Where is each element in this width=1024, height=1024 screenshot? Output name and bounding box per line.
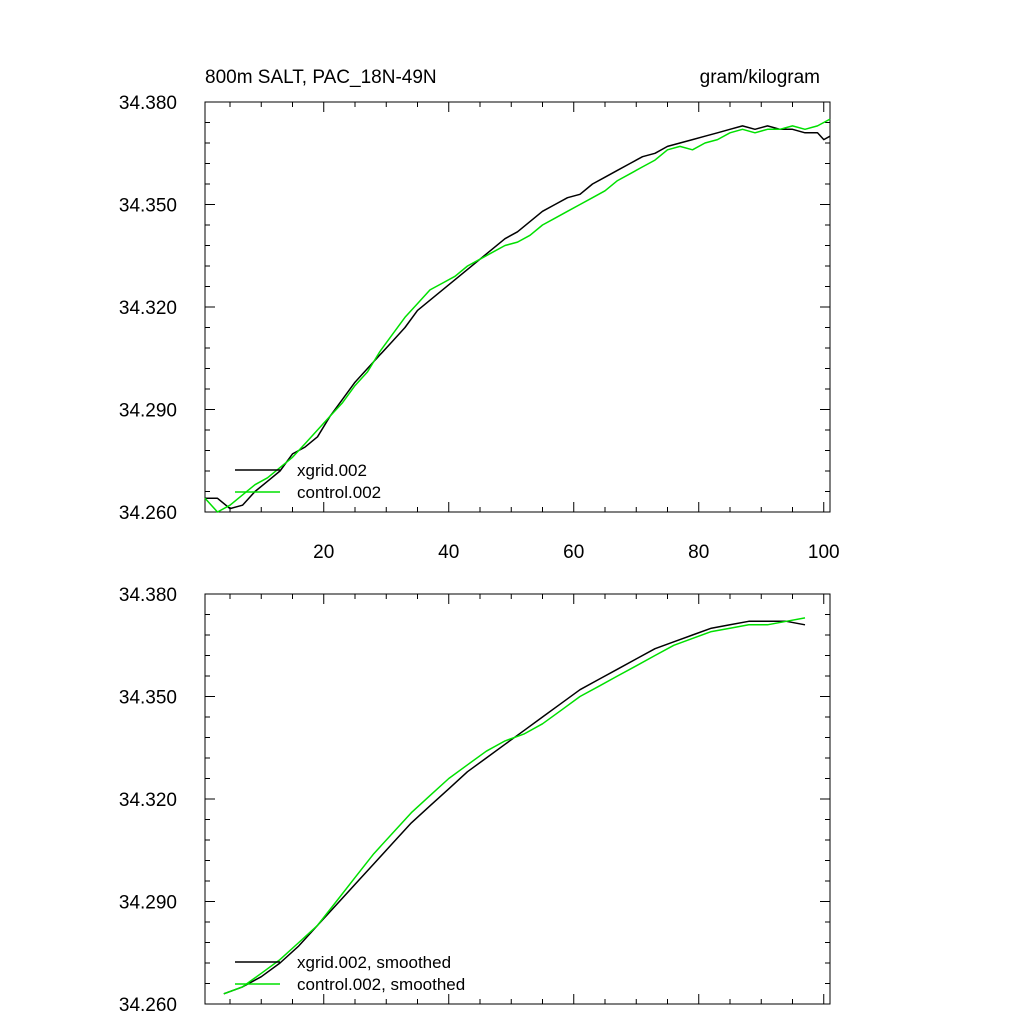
y-tick-label: 34.350	[119, 196, 177, 217]
y-tick-label: 34.320	[119, 298, 177, 319]
series-line-control	[223, 617, 806, 995]
series-line-xgrid	[205, 125, 831, 510]
y-tick-label: 34.320	[119, 790, 177, 811]
series-line-control	[204, 118, 831, 513]
y-tick-label: 34.380	[119, 585, 177, 606]
x-tick-label: 20	[313, 542, 334, 563]
x-tick-label: 80	[688, 542, 709, 563]
x-tick-label: 60	[563, 542, 584, 563]
legend-label-xgrid: xgrid.002	[297, 461, 367, 480]
chart-panel-raw: 34.260 34.290 34.320 34.350 34.380 20 40 60 80 10…	[119, 93, 840, 563]
y-tick-label: 34.260	[119, 995, 177, 1016]
chart-panel-smoothed: 34.260 34.290 34.320 34.350 34.380 xgrid.002,…	[119, 585, 831, 1016]
legend-label-control: control.002, smoothed	[297, 975, 465, 994]
y-tick-label: 34.260	[119, 503, 177, 524]
legend-label-xgrid: xgrid.002, smoothed	[297, 953, 451, 972]
y-tick-label: 34.290	[119, 401, 177, 422]
series-line-xgrid	[223, 620, 806, 995]
y-tick-label: 34.380	[119, 93, 177, 114]
legend-label-control: control.002	[297, 483, 381, 502]
figure-title: 800m SALT, PAC_18N-49N	[205, 67, 437, 88]
x-tick-label: 100	[808, 542, 840, 563]
x-tick-label: 40	[438, 542, 459, 563]
y-tick-label: 34.350	[119, 688, 177, 709]
y-tick-label: 34.290	[119, 893, 177, 914]
units-label: gram/kilogram	[700, 67, 820, 88]
